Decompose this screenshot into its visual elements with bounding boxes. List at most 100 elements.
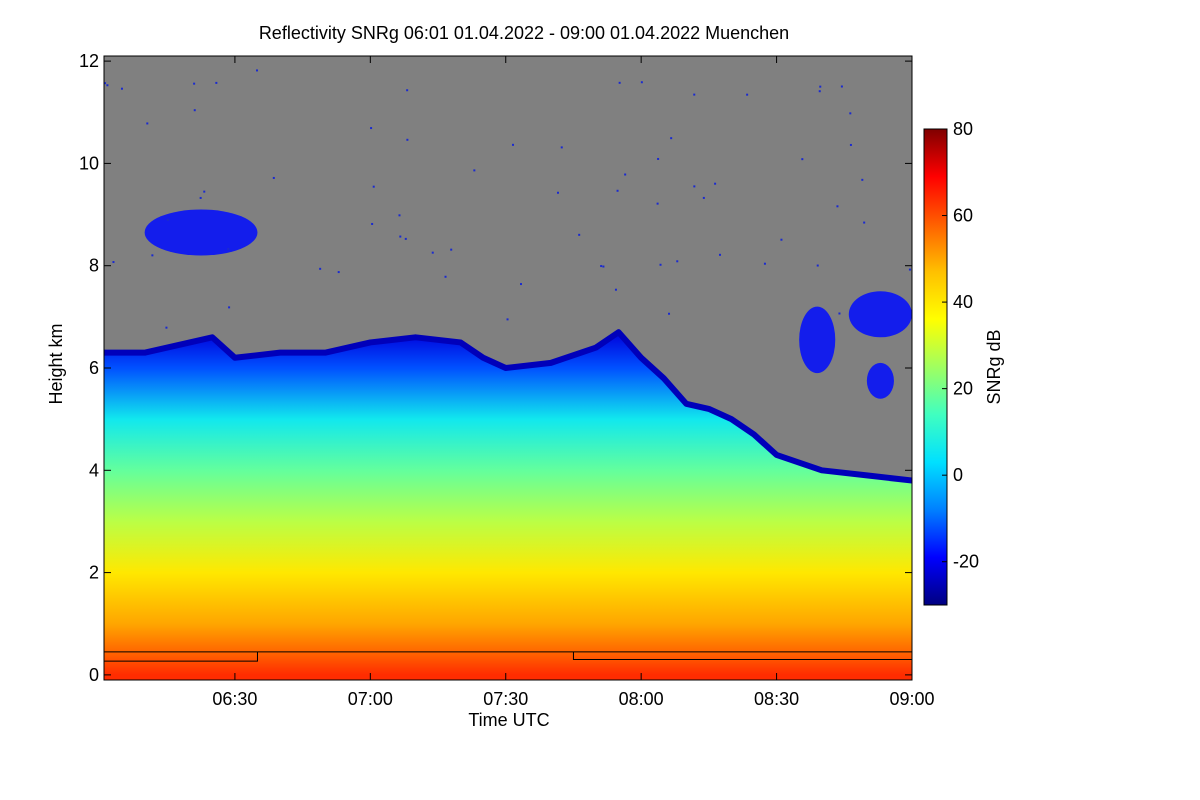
noise-speckle — [840, 85, 843, 88]
noise-speckle — [560, 146, 563, 149]
noise-speckle — [670, 137, 673, 140]
noise-speckle — [371, 222, 374, 225]
noise-speckle — [816, 264, 819, 267]
noise-speckle — [215, 81, 218, 84]
colorbar-label: SNRg dB — [984, 329, 1004, 404]
noise-speckle — [372, 185, 375, 188]
noise-speckle — [556, 191, 559, 194]
noise-speckle — [693, 93, 696, 96]
noise-speckle — [370, 127, 373, 130]
noise-speckle — [746, 93, 749, 96]
noise-speckle — [104, 82, 107, 85]
noise-speckle — [256, 69, 259, 72]
noise-speckle — [676, 260, 679, 263]
noise-speckle — [227, 247, 230, 250]
noise-speckle — [112, 261, 115, 264]
noise-speckle — [431, 251, 434, 254]
colorbar-tick-label: 80 — [953, 119, 973, 139]
upper-cloud-patch — [848, 291, 912, 338]
noise-speckle — [165, 326, 168, 329]
colorbar-tick-label: 60 — [953, 206, 973, 226]
noise-speckles — [104, 69, 911, 329]
colorbar-tick-label: 0 — [953, 465, 963, 485]
noise-speckle — [406, 89, 409, 92]
cloud-echo-field — [104, 332, 912, 680]
noise-speckle — [819, 85, 822, 88]
noise-speckle — [863, 221, 866, 224]
noise-speckle — [404, 237, 407, 240]
noise-speckle — [602, 265, 605, 268]
noise-speckle — [614, 288, 617, 291]
noise-speckle — [228, 306, 231, 309]
noise-speckle — [272, 176, 275, 179]
noise-speckle — [450, 248, 453, 251]
noise-speckle — [818, 90, 821, 93]
noise-speckle — [399, 235, 402, 238]
y-tick-label: 6 — [89, 358, 99, 378]
noise-speckle — [836, 205, 839, 208]
noise-speckle — [714, 182, 717, 185]
plot-area — [104, 56, 912, 680]
y-tick-label: 0 — [89, 665, 99, 685]
colorbar: -20 0 20 40 60 80 SNRg dB — [923, 119, 1004, 606]
colorbar-tick-label: 20 — [953, 379, 973, 399]
noise-speckle — [151, 254, 154, 257]
noise-speckle — [702, 196, 705, 199]
noise-speckle — [763, 262, 766, 265]
x-tick-label: 08:30 — [754, 689, 799, 709]
noise-speckle — [693, 185, 696, 188]
colorbar-tick-label: 40 — [953, 292, 973, 312]
noise-speckle — [616, 189, 619, 192]
noise-speckle — [511, 143, 514, 146]
upper-cloud-patches — [144, 209, 912, 399]
colorbar-gradient — [923, 128, 948, 606]
noise-speckle — [861, 178, 864, 181]
y-axis-label: Height km — [46, 323, 66, 404]
noise-speckle — [657, 157, 660, 160]
upper-cloud-patch — [144, 209, 258, 256]
noise-speckle — [444, 275, 447, 278]
colorbar-ticks: -20 0 20 40 60 80 — [942, 119, 979, 572]
x-tick-label: 09:00 — [889, 689, 934, 709]
noise-speckle — [718, 253, 721, 256]
y-tick-label: 12 — [79, 51, 99, 71]
y-tick-label: 10 — [79, 153, 99, 173]
surface-clutter-line — [104, 651, 912, 662]
noise-speckle — [120, 87, 123, 90]
noise-speckle — [193, 82, 196, 85]
noise-speckle — [406, 138, 409, 141]
noise-speckle — [656, 202, 659, 205]
noise-speckle — [337, 271, 340, 274]
noise-speckle — [640, 81, 643, 84]
noise-speckle — [849, 143, 852, 146]
y-tick-label: 8 — [89, 256, 99, 276]
y-axis: 0 2 4 6 8 10 12 — [79, 51, 912, 685]
noise-speckle — [659, 263, 662, 266]
y-tick-label: 4 — [89, 460, 99, 480]
noise-speckle — [838, 312, 841, 315]
x-tick-label: 07:30 — [483, 689, 528, 709]
noise-speckle — [146, 122, 149, 125]
x-axis: 06:30 07:00 07:30 08:00 08:30 09:00 — [212, 56, 935, 709]
noise-speckle — [319, 267, 322, 270]
x-axis-label: Time UTC — [468, 710, 549, 730]
noise-speckle — [780, 238, 783, 241]
upper-cloud-patch — [799, 306, 836, 374]
noise-speckle — [473, 169, 476, 172]
colorbar-tick-label: -20 — [953, 552, 979, 572]
noise-speckle — [849, 112, 852, 115]
chart-title: Reflectivity SNRg 06:01 01.04.2022 - 09:… — [259, 23, 789, 43]
noise-speckle — [166, 218, 169, 221]
noise-speckle — [600, 265, 603, 268]
x-tick-label: 06:30 — [212, 689, 257, 709]
noise-speckle — [520, 283, 523, 286]
noise-speckle — [506, 318, 509, 321]
noise-speckle — [668, 312, 671, 315]
y-tick-label: 2 — [89, 563, 99, 583]
noise-speckle — [193, 109, 196, 112]
noise-speckle — [908, 268, 911, 271]
x-tick-label: 07:00 — [348, 689, 393, 709]
noise-speckle — [106, 84, 109, 87]
noise-speckle — [578, 233, 581, 236]
